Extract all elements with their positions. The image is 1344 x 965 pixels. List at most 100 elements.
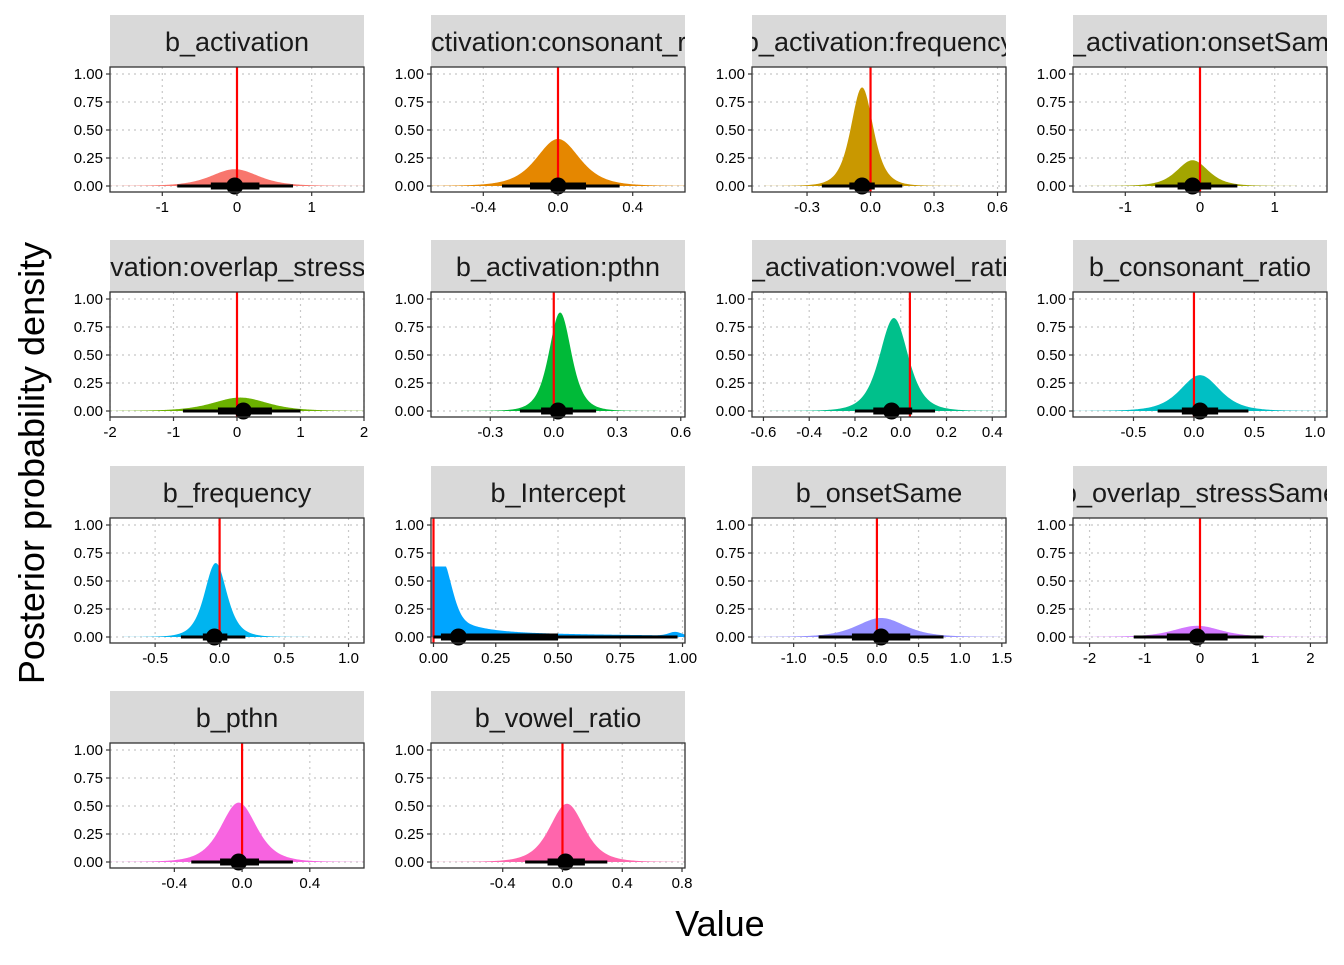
y-tick-label: 0.50 — [716, 122, 745, 139]
facet-title: b_activation — [165, 27, 309, 57]
x-tick-label: -0.2 — [842, 424, 868, 441]
y-tick-label: 1.00 — [1037, 517, 1066, 534]
x-tick-label: -0.5 — [1121, 424, 1147, 441]
y-tick-label: 0.75 — [74, 770, 103, 787]
y-tick-label: 0.25 — [716, 601, 745, 618]
facet-panel: b_activation:onsetSame1.000.750.500.250.… — [1037, 15, 1344, 216]
y-tick-label: 0.50 — [1037, 122, 1066, 139]
facet-title: b_vowel_ratio — [475, 703, 642, 733]
y-tick-label: 0.00 — [395, 178, 424, 195]
y-tick-label: 0.25 — [74, 601, 103, 618]
y-tick-label: 1.00 — [395, 742, 424, 759]
x-tick-label: 0.0 — [866, 650, 887, 667]
x-tick-label: -1 — [1138, 650, 1151, 667]
facet-title: b_frequency — [163, 478, 312, 508]
x-tick-label: 0.0 — [543, 424, 564, 441]
y-tick-label: 0.00 — [74, 629, 103, 646]
x-tick-label: 0 — [233, 199, 241, 216]
y-tick-label: 0.00 — [1037, 403, 1066, 420]
density-area — [431, 804, 685, 862]
y-tick-label: 0.75 — [74, 94, 103, 111]
y-tick-label: 1.00 — [395, 291, 424, 308]
y-tick-label: 0.00 — [716, 403, 745, 420]
y-tick-label: 0.00 — [1037, 178, 1066, 195]
x-tick-label: 0.4 — [299, 875, 320, 892]
facet-title: b_pthn — [196, 703, 279, 733]
y-tick-label: 0.75 — [1037, 545, 1066, 562]
facet-title: b_consonant_ratio — [1089, 252, 1311, 282]
x-tick-label: 0.3 — [924, 199, 945, 216]
facet-panel: b_activation 1.00 0.75 0.50 0.25 0.00 -1 0 1 — [74, 15, 364, 216]
y-tick-label: 1.00 — [1037, 291, 1066, 308]
y-tick-label: 0.00 — [74, 178, 103, 195]
facet-title: b_onsetSame — [796, 478, 963, 508]
x-tick-label: 1.00 — [668, 650, 697, 667]
y-tick-label: 0.50 — [395, 122, 424, 139]
x-tick-label: 0.5 — [274, 650, 295, 667]
y-axis-title: Posterior probability density — [11, 242, 52, 684]
density-area — [110, 563, 364, 637]
x-axis-title: Value — [675, 903, 764, 944]
x-tick-label: 0.75 — [606, 650, 635, 667]
y-tick-label: 0.25 — [1037, 601, 1066, 618]
y-tick-label: 0.50 — [716, 347, 745, 364]
y-tick-label: 0.75 — [395, 770, 424, 787]
y-tick-label: 0.00 — [74, 403, 103, 420]
x-tick-label: 1.0 — [338, 650, 359, 667]
y-tick-label: 0.50 — [1037, 573, 1066, 590]
x-tick-label: 0.6 — [670, 424, 691, 441]
x-tick-label: 0 — [1196, 650, 1204, 667]
facet-panel: b_vowel_ratio 1.00 0.75 0.50 0.25 0.00 -0.4 0.0… — [395, 691, 693, 892]
x-tick-label: -2 — [103, 424, 116, 441]
facet-panel: b_activation:consonant_ratio1.000.750.50… — [386, 15, 730, 216]
density-area — [431, 312, 685, 411]
y-tick-label: 0.25 — [716, 375, 745, 392]
x-tick-label: 0.4 — [612, 875, 633, 892]
x-tick-label: 0.0 — [860, 199, 881, 216]
x-tick-label: -0.5 — [142, 650, 168, 667]
x-tick-label: 0 — [1196, 199, 1204, 216]
density-area — [752, 318, 1006, 411]
x-tick-label: -0.4 — [470, 199, 496, 216]
x-tick-label: -1.0 — [781, 650, 807, 667]
x-tick-label: 0.0 — [209, 650, 230, 667]
x-tick-label: 1 — [296, 424, 304, 441]
facet-title: b_activation:overlap_stressSame — [38, 252, 436, 282]
x-tick-label: 0.0 — [552, 875, 573, 892]
x-tick-label: 1.0 — [1304, 424, 1325, 441]
y-tick-label: 0.25 — [716, 150, 745, 167]
x-tick-label: 0.25 — [481, 650, 510, 667]
y-tick-label: 0.00 — [1037, 629, 1066, 646]
x-tick-label: 1.5 — [991, 650, 1012, 667]
y-tick-label: 0.50 — [74, 347, 103, 364]
density-area — [110, 803, 364, 862]
facet-panel: b_activation:vowel_ratio 1.00 0.75 0.50 0.25… — [716, 240, 1023, 441]
y-tick-label: 0.75 — [716, 94, 745, 111]
x-tick-label: 0.2 — [936, 424, 957, 441]
x-tick-label: 0.0 — [548, 199, 569, 216]
y-tick-label: 0.00 — [716, 629, 745, 646]
facet-panel: b_activation:frequency 1.00 0.75 0.50 0.25 0.… — [716, 15, 1015, 216]
y-tick-label: 0.50 — [74, 798, 103, 815]
x-tick-label: 0.5 — [1244, 424, 1265, 441]
facet-panel: b_activation:pthn 1.00 0.75 0.50 0.25 0.00 -0.… — [395, 240, 691, 441]
facet-panels: b_activation1.000.750.500.250.00-1 0 1b_ac… — [38, 15, 1344, 892]
y-tick-label: 0.25 — [74, 375, 103, 392]
y-tick-label: 0.50 — [395, 347, 424, 364]
y-tick-label: 0.75 — [74, 545, 103, 562]
facet-title: b_Intercept — [490, 478, 626, 508]
x-tick-label: 0.0 — [890, 424, 911, 441]
y-tick-label: 1.00 — [74, 517, 103, 534]
facet-panel: b_frequency1.000.750.500.250.00-0.5 0.0 0.… — [74, 466, 364, 667]
x-tick-label: -0.4 — [796, 424, 822, 441]
x-tick-label: 0.5 — [908, 650, 929, 667]
x-tick-label: 1 — [1251, 650, 1259, 667]
facet-panel: b_pthn 1.00 0.75 0.50 0.25 0.00 -0.4 0.0 0.4 — [74, 691, 364, 892]
x-tick-label: 0.3 — [607, 424, 628, 441]
y-tick-label: 0.00 — [395, 854, 424, 871]
x-tick-label: 0.0 — [232, 875, 253, 892]
y-tick-label: 1.00 — [74, 66, 103, 83]
x-tick-label: -2 — [1083, 650, 1096, 667]
y-tick-label: 0.75 — [395, 545, 424, 562]
